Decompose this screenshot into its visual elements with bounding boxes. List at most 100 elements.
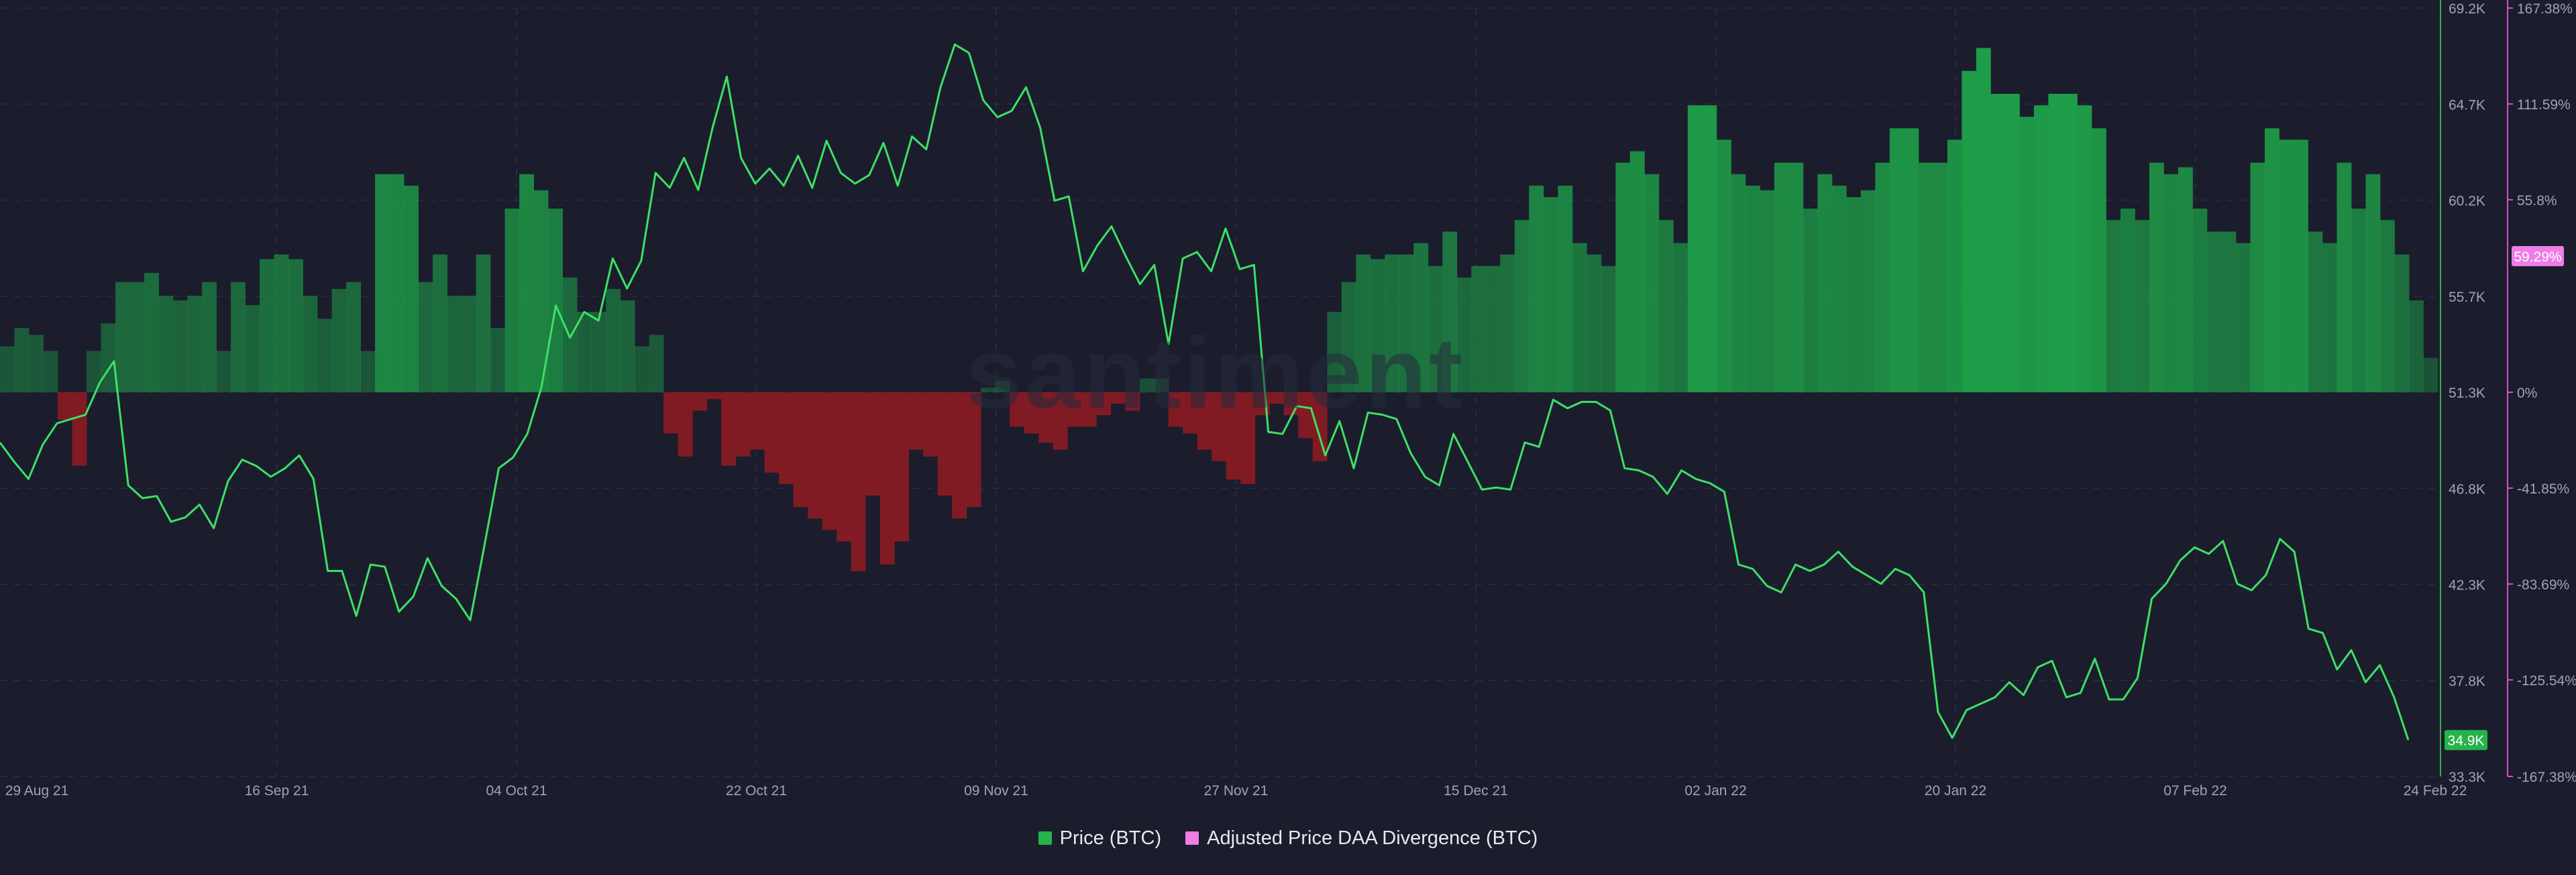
divergence-bar xyxy=(952,392,967,519)
divergence-bar xyxy=(490,328,505,392)
divergence-bar xyxy=(2235,243,2251,392)
x-tick-label: 16 Sep 21 xyxy=(245,783,309,799)
divergence-bar xyxy=(1269,392,1285,404)
divergence-bar xyxy=(1240,392,1256,484)
divergence-bar xyxy=(865,392,881,496)
divergence-bar xyxy=(750,392,765,450)
divergence-bar xyxy=(894,392,910,542)
divergence-bar xyxy=(433,254,447,392)
divergence-bar xyxy=(1413,243,1429,392)
divergence-bar xyxy=(1370,259,1385,392)
divergence-bar xyxy=(2163,174,2179,392)
divergence-last-badge-bg xyxy=(2512,246,2564,267)
divergence-bar xyxy=(1904,128,1919,392)
divergence-bar xyxy=(87,351,101,392)
divergence-bar xyxy=(1702,105,1717,392)
divergence-bar xyxy=(129,282,145,392)
divergence-bar xyxy=(158,296,174,392)
divergence-bar xyxy=(43,351,58,392)
divergence-tick-label: -125.54% xyxy=(2517,673,2576,689)
divergence-bar xyxy=(937,392,953,496)
divergence-bar xyxy=(1918,162,1933,393)
divergence-bar xyxy=(2206,231,2222,392)
divergence-bar xyxy=(1399,254,1414,392)
divergence-bar xyxy=(389,174,405,392)
divergence-bar xyxy=(2221,231,2237,392)
divergence-bar xyxy=(1889,128,1904,392)
divergence-bar xyxy=(2293,139,2308,392)
price-tick-label: 69.2K xyxy=(2449,1,2485,17)
price-line xyxy=(0,43,2410,741)
divergence-bar xyxy=(2004,93,2020,392)
divergence-bar xyxy=(173,300,188,392)
divergence-bar xyxy=(1514,220,1529,392)
divergence-bar xyxy=(1731,174,1746,392)
divergence-bar xyxy=(2149,162,2164,393)
divergence-bar xyxy=(1212,392,1227,461)
divergence-bar xyxy=(1500,254,1515,392)
x-tick-label: 09 Nov 21 xyxy=(964,783,1028,799)
divergence-bar xyxy=(606,288,621,392)
divergence-tick-label: -167.38% xyxy=(2517,770,2576,785)
divergence-bar xyxy=(1875,162,1890,393)
legend-item-price[interactable]: Price (BTC) xyxy=(1038,827,1161,850)
x-tick-label: 29 Aug 21 xyxy=(5,783,69,799)
watermark: santiment xyxy=(966,316,1466,429)
divergence-bar xyxy=(1038,392,1054,443)
divergence-bar xyxy=(1168,392,1183,427)
divergence-bar xyxy=(1990,93,2006,392)
divergence-bar xyxy=(2408,300,2424,392)
divergence-bar xyxy=(1154,378,1169,392)
divergence-bar xyxy=(1081,392,1097,427)
legend-item-divergence[interactable]: Adjusted Price DAA Divergence (BTC) xyxy=(1185,827,1538,850)
divergence-bar xyxy=(2091,128,2106,392)
divergence-bar xyxy=(591,312,606,392)
divergence-bar xyxy=(2192,209,2208,392)
divergence-bar xyxy=(1962,70,1977,392)
divergence-bar xyxy=(706,392,722,400)
price-last-badge: 34.9K xyxy=(2445,730,2487,750)
divergence-bar xyxy=(303,296,318,392)
divergence-bar xyxy=(2351,209,2366,392)
divergence-bar xyxy=(2178,167,2193,392)
legend-label-price: Price (BTC) xyxy=(1059,827,1162,849)
divergence-bar xyxy=(519,174,535,392)
divergence-last-badge-label: 59.29% xyxy=(2514,249,2561,265)
divergence-bar xyxy=(779,392,794,484)
divergence-bar xyxy=(418,282,433,392)
legend-label-divergence: Adjusted Price DAA Divergence (BTC) xyxy=(1207,827,1538,849)
divergence-bar xyxy=(908,392,924,450)
divergence-bar xyxy=(533,190,549,392)
divergence-last-badge: 59.29% xyxy=(2512,246,2564,267)
divergence-bar xyxy=(1644,174,1660,392)
divergence-bar xyxy=(548,209,564,392)
divergence-bar xyxy=(2379,220,2395,392)
divergence-bar xyxy=(331,288,347,392)
divergence-bar xyxy=(187,296,203,392)
x-tick-label: 20 Jan 22 xyxy=(1925,783,1986,799)
x-tick-label: 24 Feb 22 xyxy=(2404,783,2467,799)
divergence-bar xyxy=(1658,220,1674,392)
divergence-bar xyxy=(1860,190,1876,392)
divergence-bar xyxy=(1067,392,1083,427)
divergence-bar xyxy=(346,282,361,392)
divergence-bar xyxy=(1947,139,1962,392)
price-last-badge-label: 34.9K xyxy=(2448,734,2485,749)
divergence-bar xyxy=(1803,209,1818,392)
price-last-badge-bg xyxy=(2445,730,2487,750)
divergence-bar xyxy=(1976,48,1991,392)
divergence-bar xyxy=(2308,231,2323,392)
divergence-bar xyxy=(1139,378,1155,392)
divergence-bar xyxy=(1933,162,1948,393)
divergence-bar xyxy=(1716,139,1731,392)
divergence-bar xyxy=(1298,392,1313,439)
divergence-bar xyxy=(58,392,72,420)
divergence-tick-label: 55.8% xyxy=(2517,193,2557,209)
divergence-bar xyxy=(2033,105,2049,392)
divergence-bar xyxy=(2048,93,2063,392)
divergence-bar xyxy=(1341,282,1356,392)
divergence-bar xyxy=(274,254,289,392)
divergence-bar xyxy=(1846,197,1862,392)
divergence-bar xyxy=(2394,254,2410,392)
divergence-bar xyxy=(1096,392,1112,416)
